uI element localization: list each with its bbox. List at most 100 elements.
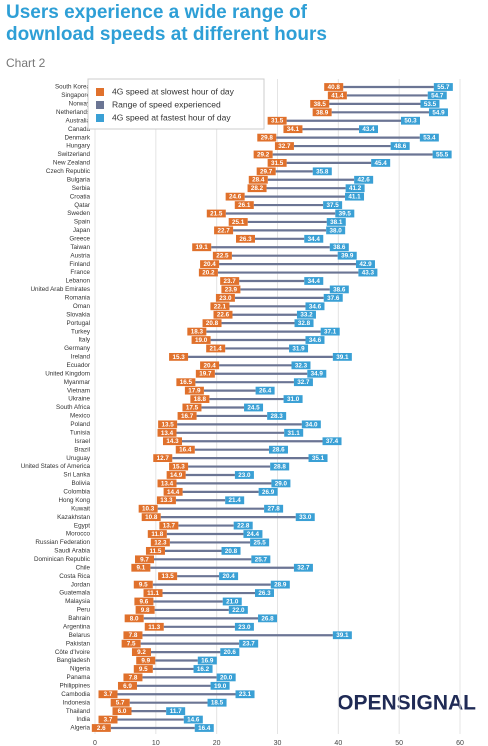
- slow-label: 7.8: [129, 632, 138, 639]
- slow-marker: [256, 167, 276, 176]
- category-label: Romania: [65, 295, 91, 302]
- slow-marker: [124, 614, 144, 623]
- fast-marker: [250, 538, 270, 547]
- slow-marker: [163, 487, 183, 496]
- fast-marker: [329, 243, 349, 252]
- slow-label: 13.3: [160, 497, 173, 504]
- slow-marker: [169, 462, 189, 471]
- slow-marker: [138, 504, 158, 513]
- slow-marker: [184, 386, 204, 395]
- slow-label: 29.8: [261, 135, 274, 142]
- legend-swatch: [96, 101, 104, 109]
- fast-marker: [312, 167, 332, 176]
- slow-marker: [131, 648, 151, 656]
- fast-marker: [289, 344, 309, 353]
- fast-label: 37.6: [327, 295, 340, 302]
- fast-label: 54.9: [432, 109, 445, 116]
- category-label: Israel: [75, 438, 90, 445]
- slow-marker: [91, 724, 111, 732]
- slow-label: 41.4: [331, 92, 344, 99]
- fast-label: 19.0: [214, 683, 227, 690]
- fast-label: 28.9: [274, 582, 287, 589]
- slow-label: 13.5: [161, 421, 174, 428]
- fast-label: 32.3: [295, 362, 308, 369]
- slow-marker: [131, 563, 151, 572]
- fast-label: 43.3: [362, 270, 375, 277]
- fast-marker: [221, 546, 241, 555]
- slow-label: 16.4: [179, 447, 192, 454]
- slow-marker: [213, 310, 233, 319]
- fast-marker: [243, 530, 263, 538]
- fast-label: 33.2: [300, 312, 313, 319]
- category-label: Kazakhstan: [57, 514, 90, 521]
- slow-label: 7.5: [127, 641, 136, 648]
- slow-marker: [110, 698, 130, 707]
- fast-marker: [268, 445, 288, 454]
- category-label: Panama: [67, 674, 91, 681]
- category-label: Mexico: [70, 413, 90, 420]
- slow-marker: [267, 116, 287, 125]
- fast-marker: [326, 226, 346, 235]
- category-label: Côte d'Ivoire: [55, 649, 91, 656]
- category-label: Singapore: [61, 92, 90, 99]
- slow-marker: [123, 673, 143, 682]
- slow-marker: [257, 133, 277, 142]
- category-label: Poland: [70, 421, 90, 428]
- category-label: New Zealand: [53, 160, 91, 167]
- slow-marker: [248, 175, 268, 184]
- slow-marker: [187, 327, 207, 336]
- fast-marker: [400, 116, 420, 125]
- fast-label: 31.9: [292, 345, 305, 352]
- slow-label: 38.5: [314, 101, 327, 108]
- chart-subtitle: Chart 2: [6, 56, 46, 70]
- slow-marker: [177, 412, 197, 420]
- category-label: Netherlands: [56, 109, 90, 116]
- category-label: Qatar: [74, 202, 90, 209]
- fast-label: 23.0: [238, 472, 251, 479]
- fast-label: 20.6: [224, 649, 237, 656]
- fast-label: 33.0: [299, 514, 312, 521]
- slow-label: 40.8: [328, 84, 341, 91]
- slow-marker: [195, 369, 215, 378]
- slow-label: 26.3: [239, 236, 252, 243]
- slow-marker: [283, 125, 303, 134]
- slow-marker: [169, 352, 189, 361]
- slow-label: 34.1: [287, 126, 300, 133]
- fast-label: 31.0: [287, 396, 300, 403]
- x-tick-label: 10: [152, 740, 160, 746]
- slow-label: 6.0: [118, 708, 127, 715]
- slow-marker: [212, 251, 232, 260]
- x-tick-label: 0: [93, 740, 97, 746]
- slow-label: 5.7: [116, 700, 125, 707]
- fast-label: 37.4: [326, 438, 339, 445]
- slow-marker: [176, 378, 196, 387]
- fast-label: 54.7: [431, 92, 444, 99]
- slow-label: 22.6: [217, 312, 230, 319]
- fast-label: 26.8: [261, 615, 274, 622]
- slow-label: 10.3: [142, 506, 155, 513]
- category-label: Greece: [69, 235, 90, 242]
- slow-label: 13.4: [161, 480, 174, 487]
- fast-label: 24.4: [247, 531, 260, 538]
- category-label: Bulgaria: [67, 176, 91, 183]
- fast-label: 20.4: [222, 573, 235, 580]
- category-label: Denmark: [64, 134, 90, 141]
- fast-marker: [271, 479, 291, 488]
- fast-label: 22.8: [237, 523, 250, 530]
- slow-label: 21.4: [210, 345, 223, 352]
- slow-label: 20.4: [203, 362, 216, 369]
- fast-label: 38.6: [333, 244, 346, 251]
- slow-marker: [327, 91, 347, 100]
- slow-label: 9.5: [139, 582, 148, 589]
- slow-label: 9.8: [141, 607, 150, 614]
- slow-marker: [253, 150, 273, 159]
- category-label: Morocco: [66, 531, 91, 538]
- slow-marker: [202, 319, 222, 328]
- slow-marker: [247, 184, 267, 193]
- fast-label: 28.3: [271, 413, 284, 420]
- slow-label: 18.3: [191, 329, 204, 336]
- slow-marker: [210, 302, 230, 311]
- slow-label: 9.9: [141, 657, 150, 664]
- slow-marker: [121, 639, 141, 648]
- slow-marker: [133, 665, 153, 673]
